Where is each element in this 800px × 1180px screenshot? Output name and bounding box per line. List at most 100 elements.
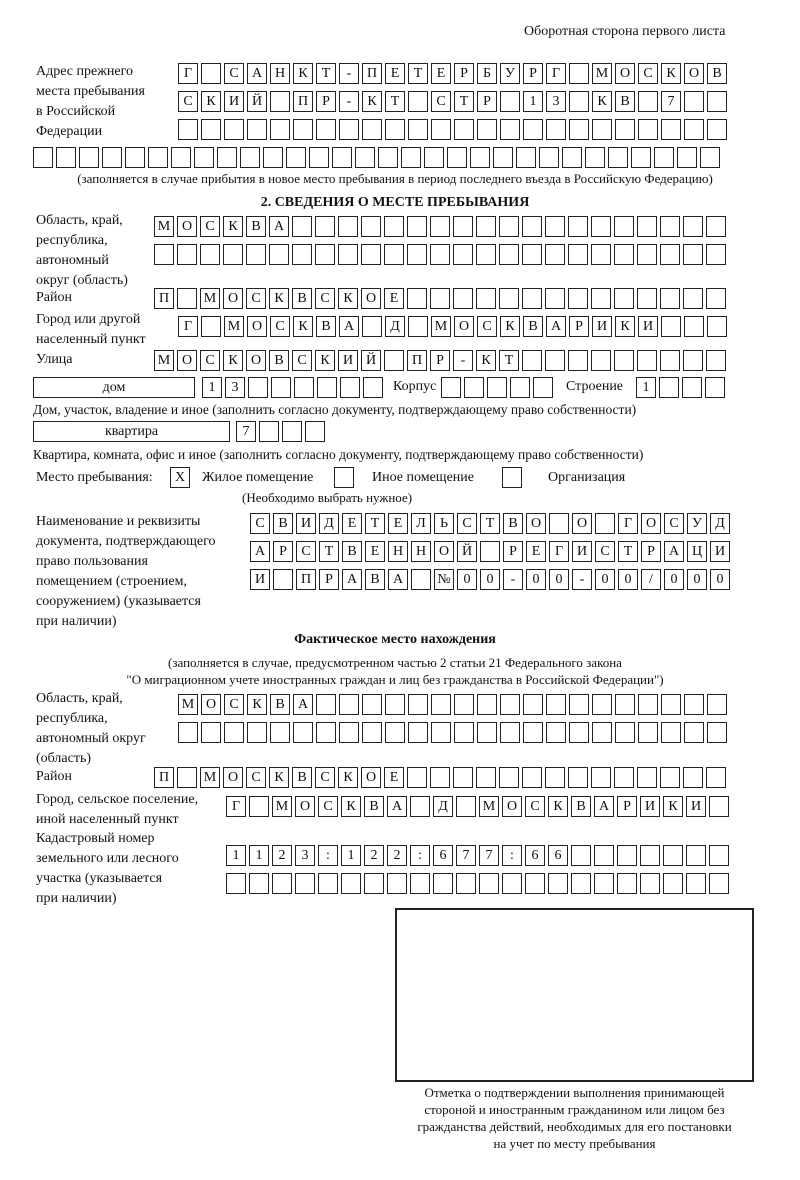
char-cell[interactable] bbox=[453, 244, 473, 265]
char-cell[interactable]: 6 bbox=[548, 845, 568, 866]
char-cell[interactable]: С bbox=[200, 350, 220, 371]
char-cell[interactable] bbox=[340, 377, 360, 398]
char-cell[interactable]: - bbox=[503, 569, 523, 590]
char-cell[interactable]: Р bbox=[430, 350, 450, 371]
char-cell[interactable]: Т bbox=[316, 63, 336, 84]
char-cell[interactable] bbox=[592, 722, 612, 743]
char-cell[interactable]: В bbox=[316, 316, 336, 337]
char-cell[interactable] bbox=[454, 694, 474, 715]
char-cell[interactable]: 1 bbox=[523, 91, 543, 112]
char-cell[interactable] bbox=[686, 873, 706, 894]
char-cell[interactable] bbox=[341, 873, 361, 894]
char-cell[interactable]: Н bbox=[388, 541, 408, 562]
char-cell[interactable] bbox=[273, 569, 293, 590]
char-cell[interactable]: И bbox=[296, 513, 316, 534]
char-cell[interactable] bbox=[431, 722, 451, 743]
char-cell[interactable] bbox=[316, 119, 336, 140]
char-cell[interactable]: А bbox=[594, 796, 614, 817]
char-cell[interactable]: О bbox=[454, 316, 474, 337]
char-cell[interactable] bbox=[617, 845, 637, 866]
char-cell[interactable]: С bbox=[595, 541, 615, 562]
char-cell[interactable] bbox=[270, 119, 290, 140]
char-cell[interactable] bbox=[549, 513, 569, 534]
char-cell[interactable] bbox=[408, 722, 428, 743]
char-cell[interactable]: 7 bbox=[661, 91, 681, 112]
char-cell[interactable]: 7 bbox=[479, 845, 499, 866]
char-cell[interactable] bbox=[614, 244, 634, 265]
char-cell[interactable]: Й bbox=[247, 91, 267, 112]
char-cell[interactable] bbox=[177, 288, 197, 309]
char-cell[interactable] bbox=[523, 694, 543, 715]
char-cell[interactable] bbox=[431, 119, 451, 140]
char-cell[interactable] bbox=[292, 216, 312, 237]
apartment-row[interactable]: 7 bbox=[236, 421, 325, 442]
char-cell[interactable] bbox=[683, 216, 703, 237]
char-cell[interactable] bbox=[247, 722, 267, 743]
char-cell[interactable] bbox=[272, 873, 292, 894]
char-cell[interactable]: Г bbox=[549, 541, 569, 562]
char-cell[interactable]: Г bbox=[618, 513, 638, 534]
char-cell[interactable] bbox=[608, 147, 628, 168]
char-cell[interactable] bbox=[709, 873, 729, 894]
char-cell[interactable] bbox=[706, 288, 726, 309]
char-cell[interactable]: 3 bbox=[546, 91, 566, 112]
char-cell[interactable] bbox=[454, 722, 474, 743]
char-cell[interactable]: К bbox=[592, 91, 612, 112]
char-cell[interactable]: С bbox=[457, 513, 477, 534]
char-cell[interactable] bbox=[385, 694, 405, 715]
char-cell[interactable] bbox=[295, 873, 315, 894]
residential-checkbox[interactable]: X bbox=[170, 467, 190, 488]
char-cell[interactable]: О bbox=[526, 513, 546, 534]
char-cell[interactable]: 7 bbox=[456, 845, 476, 866]
char-cell[interactable]: Д bbox=[433, 796, 453, 817]
region-row-2[interactable] bbox=[154, 244, 726, 265]
char-cell[interactable]: 1 bbox=[249, 845, 269, 866]
char-cell[interactable] bbox=[464, 377, 484, 398]
char-cell[interactable]: Т bbox=[408, 63, 428, 84]
char-cell[interactable]: С bbox=[638, 63, 658, 84]
char-cell[interactable] bbox=[660, 767, 680, 788]
char-cell[interactable]: С bbox=[224, 63, 244, 84]
char-cell[interactable] bbox=[317, 377, 337, 398]
char-cell[interactable]: М bbox=[200, 767, 220, 788]
char-cell[interactable] bbox=[477, 722, 497, 743]
char-cell[interactable]: С bbox=[224, 694, 244, 715]
char-cell[interactable]: Р bbox=[617, 796, 637, 817]
char-cell[interactable]: Т bbox=[480, 513, 500, 534]
char-cell[interactable] bbox=[476, 216, 496, 237]
char-cell[interactable] bbox=[240, 147, 260, 168]
char-cell[interactable] bbox=[441, 377, 461, 398]
char-cell[interactable] bbox=[293, 119, 313, 140]
char-cell[interactable] bbox=[545, 767, 565, 788]
char-cell[interactable]: 7 bbox=[236, 421, 256, 442]
char-cell[interactable] bbox=[305, 421, 325, 442]
char-cell[interactable]: С bbox=[246, 288, 266, 309]
char-cell[interactable] bbox=[247, 119, 267, 140]
other-premises-checkbox[interactable] bbox=[334, 467, 354, 488]
char-cell[interactable] bbox=[510, 377, 530, 398]
char-cell[interactable]: Й bbox=[361, 350, 381, 371]
char-cell[interactable] bbox=[568, 244, 588, 265]
char-cell[interactable] bbox=[125, 147, 145, 168]
char-cell[interactable]: А bbox=[664, 541, 684, 562]
char-cell[interactable] bbox=[361, 216, 381, 237]
char-cell[interactable]: 0 bbox=[595, 569, 615, 590]
char-cell[interactable]: Р bbox=[319, 569, 339, 590]
char-cell[interactable] bbox=[171, 147, 191, 168]
char-cell[interactable] bbox=[294, 377, 314, 398]
char-cell[interactable]: П bbox=[154, 288, 174, 309]
char-cell[interactable]: К bbox=[338, 767, 358, 788]
char-cell[interactable] bbox=[700, 147, 720, 168]
char-cell[interactable]: : bbox=[318, 845, 338, 866]
char-cell[interactable]: О bbox=[572, 513, 592, 534]
char-cell[interactable] bbox=[569, 91, 589, 112]
char-cell[interactable]: П bbox=[154, 767, 174, 788]
char-cell[interactable] bbox=[431, 694, 451, 715]
char-cell[interactable]: П bbox=[407, 350, 427, 371]
char-cell[interactable]: К bbox=[661, 63, 681, 84]
char-cell[interactable] bbox=[502, 873, 522, 894]
char-cell[interactable] bbox=[378, 147, 398, 168]
char-cell[interactable] bbox=[364, 873, 384, 894]
